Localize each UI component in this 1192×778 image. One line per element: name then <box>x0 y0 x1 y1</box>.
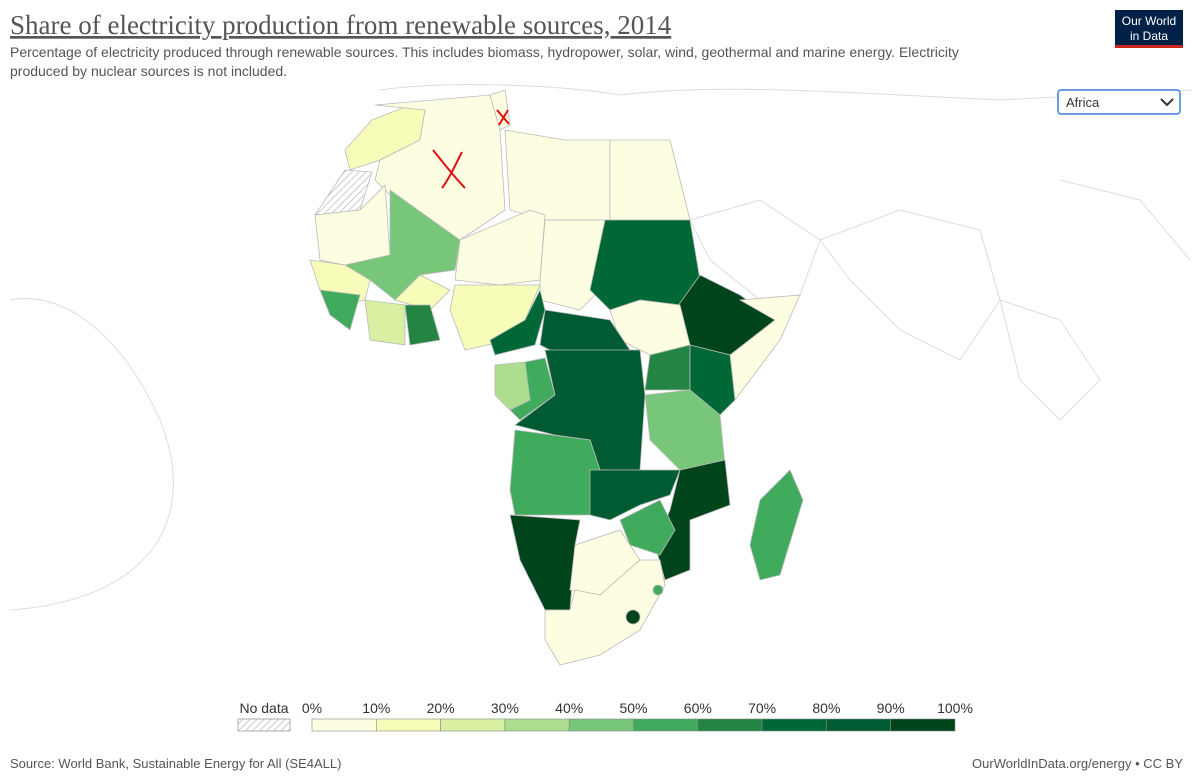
legend-bin <box>697 718 763 732</box>
legend-bin <box>761 718 827 732</box>
country[interactable] <box>619 499 676 556</box>
source: Source: World Bank, Sustainable Energy f… <box>10 756 341 771</box>
legend-bin <box>440 718 506 732</box>
country[interactable] <box>749 469 804 581</box>
legend-label: 90% <box>877 700 905 716</box>
legend-label: 100% <box>937 700 973 716</box>
legend-no-data: No data <box>239 700 288 716</box>
legend-label: 20% <box>427 700 455 716</box>
legend-label: 30% <box>491 700 519 716</box>
legend-label: 50% <box>619 700 647 716</box>
legend-label: 60% <box>684 700 712 716</box>
subtitle: produced by nuclear sources is not inclu… <box>10 63 287 79</box>
legend-label: 10% <box>362 700 390 716</box>
country[interactable] <box>652 584 664 596</box>
legend-bin <box>311 718 377 732</box>
logo-box <box>1115 10 1183 48</box>
country[interactable] <box>404 304 441 346</box>
legend-label: 40% <box>555 700 583 716</box>
dropdown-arrow <box>1160 98 1174 107</box>
country[interactable] <box>625 609 641 625</box>
dropdown-box[interactable] <box>1057 89 1181 115</box>
country[interactable] <box>609 139 691 221</box>
logo[interactable]: Our World in Data <box>1115 10 1183 48</box>
legend-bin <box>633 718 699 732</box>
country[interactable] <box>589 469 681 521</box>
footer-link[interactable]: OurWorldInData.org/energy • CC BY <box>972 756 1183 771</box>
legend-label: 70% <box>748 700 776 716</box>
title: Share of electricity production from ren… <box>10 10 672 40</box>
country[interactable] <box>544 559 666 666</box>
legend-bin <box>826 718 892 732</box>
country[interactable] <box>509 514 581 611</box>
legend-bin <box>890 718 956 732</box>
country[interactable] <box>504 129 611 221</box>
legend-no-data-swatch <box>237 718 291 732</box>
dropdown-value: Africa <box>1066 95 1100 110</box>
legend-label: 80% <box>812 700 840 716</box>
country[interactable] <box>689 344 736 416</box>
dropdown[interactable]: Africa <box>1057 89 1181 115</box>
legend-bin <box>568 718 634 732</box>
countries <box>309 89 804 666</box>
annotation-marks <box>432 109 510 189</box>
country[interactable] <box>509 429 601 516</box>
legend-bin <box>375 718 441 732</box>
country[interactable] <box>509 357 556 421</box>
country[interactable] <box>364 299 406 346</box>
logo-text: in Data <box>1130 29 1168 43</box>
legend: No data 0% 10% 20% 30% 40% 50% 60% 70% 80% 90% 100… <box>237 700 973 732</box>
legend-bin <box>504 718 570 732</box>
country[interactable] <box>319 289 361 331</box>
legend-label: 0% <box>302 700 322 716</box>
logo-stripe <box>1115 45 1183 48</box>
logo-text: Our World <box>1122 14 1176 28</box>
country[interactable] <box>589 219 701 311</box>
subtitle: Percentage of electricity produced throu… <box>10 44 959 60</box>
